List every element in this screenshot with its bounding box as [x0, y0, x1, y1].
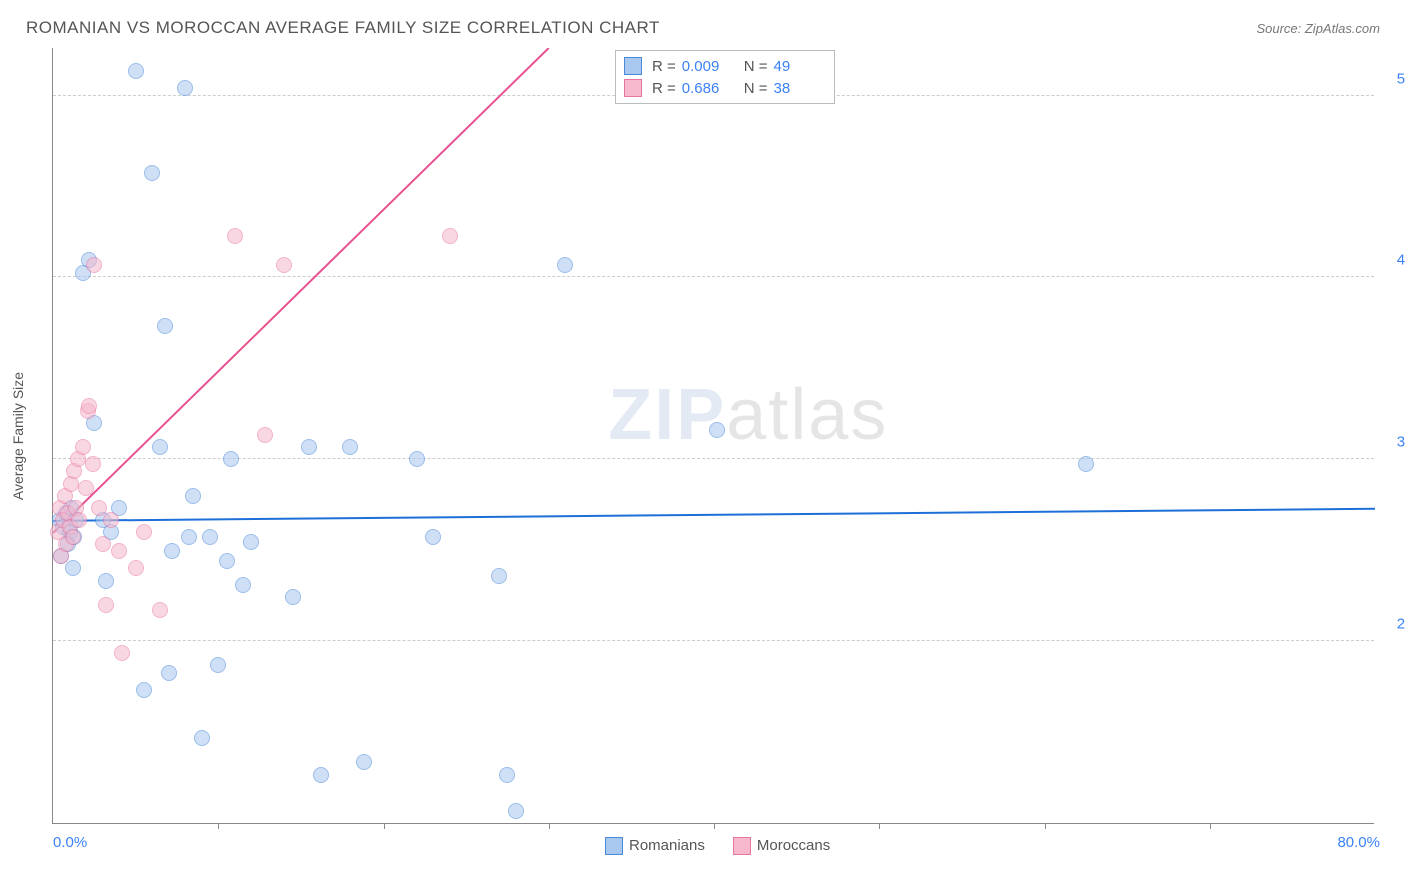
data-point[interactable] [98, 573, 114, 589]
gridline [53, 276, 1374, 277]
source-attribution: Source: ZipAtlas.com [1256, 21, 1380, 36]
data-point[interactable] [194, 730, 210, 746]
data-point[interactable] [75, 439, 91, 455]
data-point[interactable] [301, 439, 317, 455]
r-value: 0.009 [682, 58, 734, 75]
data-point[interactable] [71, 512, 87, 528]
data-point[interactable] [65, 529, 81, 545]
data-point[interactable] [103, 512, 119, 528]
legend-swatch [624, 57, 642, 75]
data-point[interactable] [177, 80, 193, 96]
x-tick [714, 823, 715, 829]
gridline [53, 640, 1374, 641]
data-point[interactable] [442, 228, 458, 244]
y-tick-label: 3.50 [1397, 434, 1406, 451]
x-tick [384, 823, 385, 829]
data-point[interactable] [257, 427, 273, 443]
x-axis-start-label: 0.0% [53, 834, 87, 851]
data-point[interactable] [81, 398, 97, 414]
x-tick [1045, 823, 1046, 829]
data-point[interactable] [136, 682, 152, 698]
y-tick-label: 4.25 [1397, 252, 1406, 269]
data-point[interactable] [164, 543, 180, 559]
data-point[interactable] [144, 165, 160, 181]
gridline [53, 458, 1374, 459]
r-label: R = [652, 80, 676, 97]
data-point[interactable] [95, 536, 111, 552]
data-point[interactable] [136, 524, 152, 540]
x-tick [218, 823, 219, 829]
data-point[interactable] [185, 488, 201, 504]
data-point[interactable] [491, 568, 507, 584]
data-point[interactable] [219, 553, 235, 569]
n-value: 38 [774, 80, 826, 97]
data-point[interactable] [181, 529, 197, 545]
r-label: R = [652, 58, 676, 75]
data-point[interactable] [65, 560, 81, 576]
n-value: 49 [774, 58, 826, 75]
data-point[interactable] [1078, 456, 1094, 472]
data-point[interactable] [210, 657, 226, 673]
chart-title: ROMANIAN VS MOROCCAN AVERAGE FAMILY SIZE… [26, 18, 660, 38]
data-point[interactable] [152, 602, 168, 618]
y-tick-label: 5.00 [1397, 70, 1406, 87]
source-prefix: Source: [1256, 21, 1304, 36]
legend-row: R = 0.009 N = 49 [624, 55, 826, 77]
x-axis-end-label: 80.0% [1337, 834, 1380, 851]
data-point[interactable] [709, 422, 725, 438]
data-point[interactable] [128, 560, 144, 576]
data-point[interactable] [508, 803, 524, 819]
data-point[interactable] [342, 439, 358, 455]
legend-label: Moroccans [757, 837, 830, 854]
x-tick [549, 823, 550, 829]
data-point[interactable] [499, 767, 515, 783]
chart-container: Average Family Size 2.753.504.255.000.0%… [52, 48, 1380, 824]
y-tick-label: 2.75 [1397, 616, 1406, 633]
legend-label: Romanians [629, 837, 705, 854]
correlation-legend: R = 0.009 N = 49 R = 0.686 N = 38 [615, 50, 835, 104]
data-point[interactable] [227, 228, 243, 244]
data-point[interactable] [78, 480, 94, 496]
y-axis-label: Average Family Size [10, 372, 26, 500]
data-point[interactable] [111, 543, 127, 559]
data-point[interactable] [356, 754, 372, 770]
n-label: N = [744, 58, 768, 75]
data-point[interactable] [85, 456, 101, 472]
legend-item[interactable]: Moroccans [733, 837, 830, 855]
data-point[interactable] [161, 665, 177, 681]
legend-swatch [624, 79, 642, 97]
data-point[interactable] [152, 439, 168, 455]
data-point[interactable] [285, 589, 301, 605]
watermark: ZIPatlas [608, 374, 888, 456]
legend-row: R = 0.686 N = 38 [624, 77, 826, 99]
data-point[interactable] [223, 451, 239, 467]
data-point[interactable] [114, 645, 130, 661]
data-point[interactable] [128, 63, 144, 79]
legend-swatch [605, 837, 623, 855]
data-point[interactable] [235, 577, 251, 593]
data-point[interactable] [409, 451, 425, 467]
data-point[interactable] [157, 318, 173, 334]
r-value: 0.686 [682, 80, 734, 97]
legend-swatch [733, 837, 751, 855]
data-point[interactable] [425, 529, 441, 545]
legend-item[interactable]: Romanians [605, 837, 705, 855]
data-point[interactable] [557, 257, 573, 273]
data-point[interactable] [86, 257, 102, 273]
series-legend: Romanians Moroccans [605, 837, 830, 855]
plot-area[interactable]: 2.753.504.255.000.0%80.0%ZIPatlasR = 0.0… [52, 48, 1374, 824]
data-point[interactable] [202, 529, 218, 545]
n-label: N = [744, 80, 768, 97]
data-point[interactable] [313, 767, 329, 783]
source-name: ZipAtlas.com [1305, 21, 1380, 36]
data-point[interactable] [243, 534, 259, 550]
x-tick [1210, 823, 1211, 829]
data-point[interactable] [98, 597, 114, 613]
data-point[interactable] [276, 257, 292, 273]
x-tick [879, 823, 880, 829]
